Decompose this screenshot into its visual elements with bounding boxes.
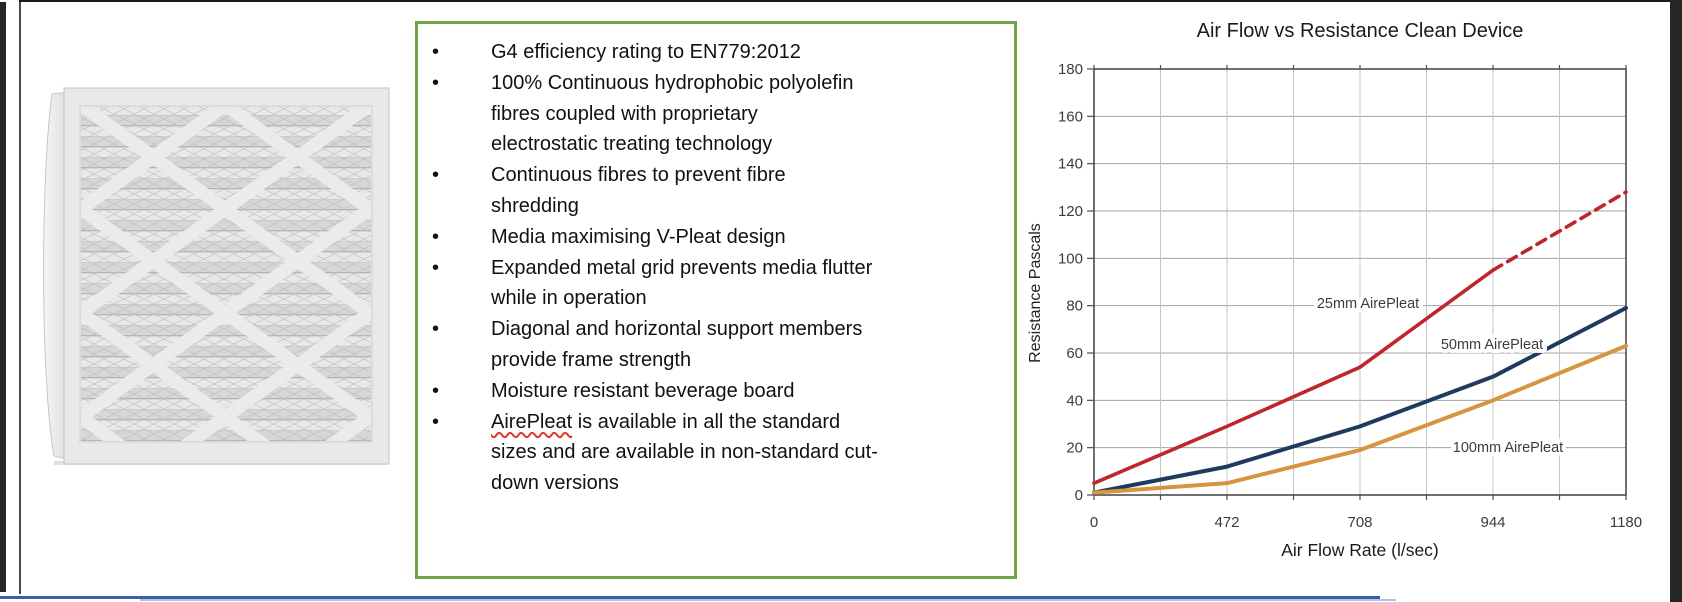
y-tick-label: 0 [1075, 487, 1083, 504]
feature-item-text: G4 efficiency rating to EN779:2012 [491, 41, 801, 63]
series-label-25mm-airepleat: 25mm AirePleat [1317, 296, 1419, 312]
y-tick-label: 160 [1058, 108, 1083, 125]
y-tick-label: 180 [1058, 61, 1083, 78]
bullet-icon: • [432, 225, 440, 248]
bullet-icon: • [432, 71, 440, 94]
filter-inner-frame [79, 105, 373, 443]
y-axis-title: Resistance Pascals [1027, 223, 1044, 363]
series-line-50mm-airepleat [1092, 306, 1628, 495]
chart-title: Air Flow vs Resistance Clean Device [1197, 20, 1524, 42]
feature-item-text: Media maximising V-Pleat design [491, 225, 786, 248]
airflow-resistance-chart: Air Flow vs Resistance Clean Device 0 472 7… [1010, 0, 1682, 575]
feature-item: • Moisture resistant beverage board [430, 376, 998, 407]
filter-spine [43, 91, 71, 461]
series-label-50mm-airepleat: 50mm AirePleat [1441, 337, 1543, 353]
series-line-100mm-airepleat [1092, 343, 1628, 495]
top-edge-line [19, 0, 1682, 2]
y-tick-label: 120 [1058, 203, 1083, 220]
feature-item: • Continuous fibres to prevent fibre shred… [430, 160, 998, 222]
x-tick-label: 944 [1480, 514, 1505, 531]
y-tick-label: 60 [1066, 345, 1083, 362]
x-axis-title: Air Flow Rate (l/sec) [1281, 540, 1439, 560]
bullet-icon: • [432, 379, 440, 402]
bullet-icon: • [432, 318, 440, 341]
air-filter-image [24, 84, 396, 466]
feature-item: • 100% Continuous hydrophobic polyolefin f… [430, 68, 998, 160]
air-filter-svg [43, 87, 390, 465]
feature-item: • Media maximising V-Pleat design [430, 222, 998, 253]
y-tick-label: 40 [1066, 392, 1083, 409]
left-edge-bar [0, 2, 6, 592]
y-tick-label: 80 [1066, 298, 1083, 315]
filter-lattice [80, 106, 372, 442]
series-line-25mm-airepleat [1092, 268, 1495, 485]
feature-item-text: Expanded metal grid prevents media flutt… [491, 256, 873, 310]
feature-item-text: 100% Continuous hydrophobic polyolefin fi… [491, 71, 854, 156]
feature-item: • AirePleat is available in all the stand… [430, 407, 998, 499]
feature-item: • G4 efficiency rating to EN779:2012 [430, 37, 998, 68]
feature-item-text: AirePleat is available in all the standa… [491, 410, 878, 495]
y-tick-label: 20 [1066, 440, 1083, 457]
feature-item-text: Diagonal and horizontal support members p… [491, 318, 863, 371]
x-tick-label: 1180 [1610, 514, 1642, 531]
features-box: • G4 efficiency rating to EN779:2012 • 100%… [415, 21, 1017, 579]
bullet-icon: • [432, 164, 440, 187]
right-edge-bar [1670, 0, 1682, 602]
x-tick-label: 472 [1214, 514, 1239, 531]
series-line-25mm-airepleat [1491, 190, 1628, 272]
series-label-100mm-airepleat: 100mm AirePleat [1453, 440, 1563, 456]
feature-item-text: Moisture resistant beverage board [491, 379, 795, 402]
y-tick-label: 140 [1058, 156, 1083, 173]
bullet-icon: • [432, 410, 440, 433]
left-edge-line [19, 0, 21, 594]
spellcheck-underlined-word: AirePleat [491, 410, 573, 433]
x-tick-label: 708 [1347, 514, 1372, 531]
y-tick-label: 100 [1058, 250, 1083, 267]
bullet-icon: • [432, 256, 440, 279]
feature-item: • Expanded metal grid prevents media flut… [430, 253, 998, 315]
chart-svg: Air Flow vs Resistance Clean Device 0 472 7… [1027, 20, 1642, 560]
x-tick-label: 0 [1090, 514, 1098, 531]
feature-list: • G4 efficiency rating to EN779:2012 • 100%… [418, 24, 1014, 499]
feature-item: • Diagonal and horizontal support members… [430, 314, 998, 376]
bottom-accent-line-light [140, 599, 1396, 601]
feature-item-text: Continuous fibres to prevent fibre shredd… [491, 164, 786, 217]
bullet-icon: • [432, 41, 440, 63]
bottom-accent-line-dark [0, 596, 1380, 599]
